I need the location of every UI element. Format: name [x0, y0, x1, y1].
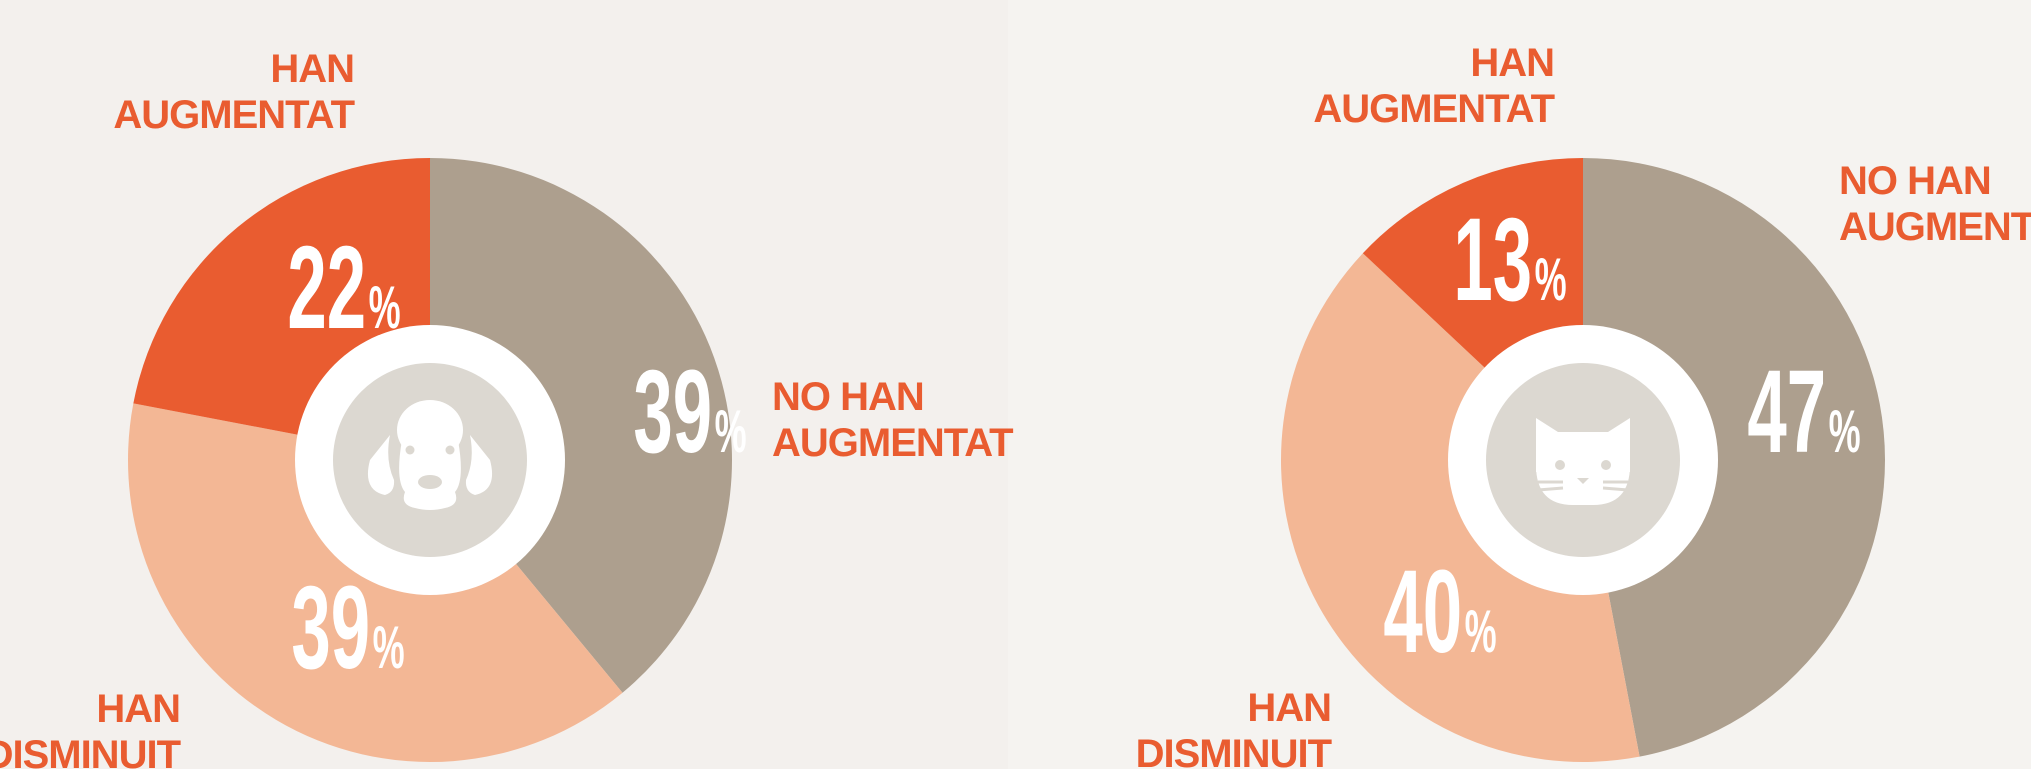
- dog-icon: [367, 400, 493, 510]
- category-label: AUGMENTAT: [772, 421, 1013, 465]
- value-unit: %: [1535, 247, 1567, 314]
- category-label: HAN: [96, 687, 180, 731]
- category-label: NO HAN: [772, 375, 924, 419]
- category-label: NO HAN: [1839, 159, 1991, 203]
- value-label: 13%: [1453, 193, 1566, 325]
- category-label: AUGMENTAT: [1313, 87, 1554, 131]
- value-unit: %: [715, 399, 747, 466]
- value-number: 47: [1747, 345, 1826, 477]
- icons: [367, 400, 1630, 510]
- value-label-group: 39%: [291, 561, 404, 693]
- value-label: 22%: [287, 221, 400, 353]
- category-label: HAN: [270, 47, 354, 91]
- category-label: DISMINUIT: [1136, 732, 1332, 769]
- value-number: 22: [287, 221, 366, 353]
- value-label-group: 39%: [633, 345, 746, 477]
- value-label: 40%: [1383, 545, 1496, 677]
- category-label: DISMINUIT: [0, 733, 181, 769]
- value-number: 39: [291, 561, 370, 693]
- value-number: 13: [1453, 193, 1532, 325]
- value-unit: %: [1465, 599, 1497, 666]
- category-label: AUGMENTAT: [113, 93, 354, 137]
- pie-slice: [430, 158, 733, 693]
- value-label-group: 47%: [1747, 345, 1860, 477]
- value-label: 39%: [291, 561, 404, 693]
- value-label: 39%: [633, 345, 746, 477]
- value-label-group: 13%: [1453, 193, 1566, 325]
- category-label: AUGMENTAT: [1839, 205, 2031, 249]
- pie-slice: [1583, 158, 1885, 757]
- value-label-group: 22%: [287, 221, 400, 353]
- value-number: 40: [1383, 545, 1462, 677]
- cat-icon: [1536, 418, 1630, 505]
- value-unit: %: [373, 615, 405, 682]
- category-label: HAN: [1470, 41, 1554, 85]
- category-label: HAN: [1247, 686, 1331, 730]
- value-unit: %: [369, 275, 401, 342]
- value-label-group: 40%: [1383, 545, 1496, 677]
- value-number: 39: [633, 345, 712, 477]
- value-unit: %: [1829, 399, 1861, 466]
- value-label: 47%: [1747, 345, 1860, 477]
